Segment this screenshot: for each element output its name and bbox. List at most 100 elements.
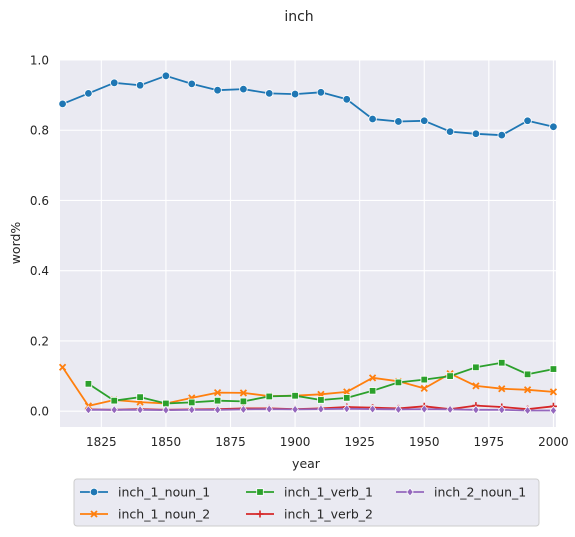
data-point [368,374,377,382]
plot-background [60,60,556,427]
data-point [523,386,532,394]
legend-label: inch_1_noun_1 [118,485,210,500]
data-point [472,363,480,371]
data-point [291,404,299,415]
data-point [317,404,325,414]
data-point [343,388,351,396]
data-point [342,95,351,104]
data-point [188,398,196,407]
legend-item: inch_2_noun_1 [396,485,526,500]
data-point [420,116,429,125]
data-point [497,130,506,140]
x-tick-label: 1925 [344,435,375,449]
legend-item: inch_1_verb_1 [246,485,373,500]
data-point [58,363,67,371]
data-point [368,387,377,395]
data-point [110,78,119,88]
legend: inch_1_noun_1inch_1_noun_2inch_1_verb_1i… [73,478,540,527]
data-point [316,88,326,97]
data-point [394,404,403,415]
data-point [394,378,403,387]
data-point [394,117,403,126]
x-tick-label: 2000 [538,435,569,449]
data-point [136,393,144,401]
data-point [420,404,428,414]
data-point [446,372,454,380]
data-point [291,392,299,400]
legend-item: inch_1_noun_2 [80,507,210,522]
series-line [61,366,554,407]
data-point [523,405,532,416]
x-tick-label: 1950 [409,435,440,449]
data-point [239,84,248,94]
data-point [343,394,351,402]
data-point [368,114,377,124]
data-point [549,122,558,131]
legend-marker [89,487,99,497]
data-point [343,404,351,414]
data-point [446,404,454,415]
data-point [265,404,273,414]
data-point [213,405,222,415]
y-tick-label: 0.0 [30,405,49,419]
data-point [368,404,377,414]
data-point [239,404,248,415]
data-point [162,405,170,415]
legend-marker [256,510,264,518]
x-tick-label: 1900 [280,435,311,449]
data-point [472,382,480,390]
legend-marker [90,510,98,518]
series-inch_2_noun_1 [84,404,558,416]
y-tick-label: 0.2 [30,334,49,348]
data-point [213,86,222,95]
data-point [84,89,93,98]
y-tick-label: 0.6 [30,194,49,208]
x-tick-label: 1975 [474,435,505,449]
data-point [523,370,532,379]
x-tick-label: 1875 [215,435,246,449]
data-point [58,99,67,109]
data-point [136,405,144,415]
legend-marker [406,487,414,497]
data-point [110,405,118,415]
data-point [265,392,273,401]
series-inch_1_noun_1 [58,71,558,140]
data-point [549,388,558,396]
y-tick-label: 0.8 [30,124,49,138]
data-point [213,388,222,397]
data-point [549,365,558,373]
legend-label: inch_1_verb_1 [284,485,373,500]
data-point [472,405,480,415]
data-point [84,405,93,415]
data-point [523,116,532,125]
x-tick-label: 1850 [151,435,182,449]
data-point [110,396,118,405]
data-point [420,375,428,384]
series-inch_1_verb_1 [84,359,558,408]
y-tick-label: 0.4 [30,264,49,278]
legend-frame [73,478,540,527]
data-point [549,405,558,416]
y-axis-label: word% [8,222,23,265]
data-point [84,380,93,388]
data-point [498,359,506,367]
data-point [471,129,481,138]
data-point [290,89,300,99]
legend-item: inch_1_noun_1 [80,485,210,500]
series-line [62,74,554,137]
data-point [498,405,506,415]
x-tick-label: 1825 [86,435,117,449]
x-axis-label: year [292,456,321,471]
data-point [213,396,222,405]
data-point [420,384,428,393]
legend-marker [256,488,264,496]
data-point [239,389,248,397]
data-point [188,405,196,415]
series-layer [58,71,558,416]
data-point [135,81,145,90]
legend-label: inch_1_verb_2 [284,507,373,522]
data-point [239,397,248,406]
legend-label: inch_1_noun_2 [118,507,210,522]
data-point [317,396,325,404]
